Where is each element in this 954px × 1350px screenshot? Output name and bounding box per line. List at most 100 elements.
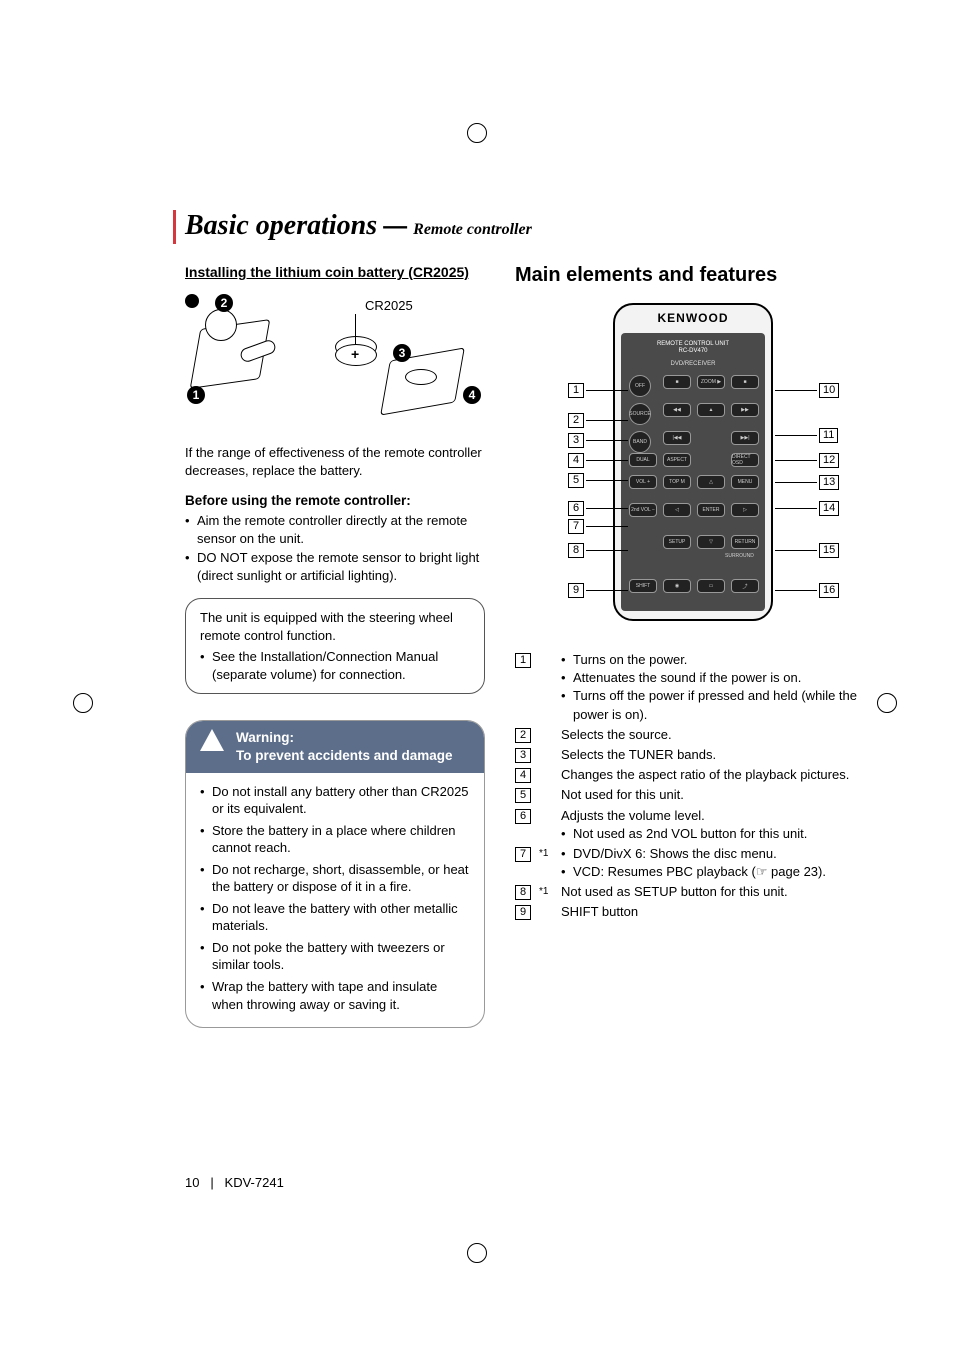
feature-row: 4Changes the aspect ratio of the playbac… [515, 766, 865, 784]
feature-num: 7 [515, 847, 531, 862]
remote-button: SOURCE [629, 403, 651, 425]
callout-left: 6 [568, 501, 628, 516]
feature-sup [539, 768, 553, 784]
feature-row: 2Selects the source. [515, 726, 865, 744]
footer-page: 10 [185, 1175, 199, 1190]
remote-button: MENU [731, 475, 759, 489]
before-heading: Before using the remote controller: [185, 493, 485, 508]
feature-sup: *1 [539, 885, 553, 901]
remote-button: ▶▶| [731, 431, 759, 445]
callout-left: 5 [568, 473, 628, 488]
title-dash: — [383, 213, 407, 241]
remote-button: 2nd VOL − [629, 503, 657, 517]
callout-left: 2 [568, 413, 628, 428]
remote-button: ⤴ [731, 579, 759, 593]
remote-button: ▽ [697, 535, 725, 549]
callout-right: 16 [775, 583, 839, 598]
feature-row: 1 Turns on the power.Attenuates the sound… [515, 651, 865, 724]
feature-body: Selects the TUNER bands. [561, 746, 865, 764]
feature-body: Adjusts the volume level.Not used as 2nd… [561, 807, 865, 843]
callout-left: 8 [568, 543, 628, 558]
steering-box: The unit is equipped with the steering w… [185, 598, 485, 694]
warning-list-item: Do not poke the battery with tweezers or… [200, 939, 470, 974]
diagram-label: CR2025 [365, 298, 413, 313]
battery-diagram: CR2025 + 1 2 3 4 [185, 294, 485, 434]
feature-row: 8*1Not used as SETUP button for this uni… [515, 883, 865, 901]
feature-list: 1 Turns on the power.Attenuates the sound… [515, 651, 865, 922]
feature-body: Not used as SETUP button for this unit. [561, 883, 865, 901]
remote-button: SETUP [663, 535, 691, 549]
remote-button: △ [697, 475, 725, 489]
title-sub: Remote controller [413, 221, 532, 239]
callout-left: 1 [568, 383, 628, 398]
page-title: Basic operations — Remote controller [185, 210, 865, 242]
remote-button: RETURN [731, 535, 759, 549]
range-text: If the range of effectiveness of the rem… [185, 444, 485, 479]
warning-list-item: Store the battery in a place where child… [200, 822, 470, 857]
feature-body: Turns on the power.Attenuates the sound … [561, 651, 865, 724]
warning-list-item: Do not recharge, short, disassemble, or … [200, 861, 470, 896]
remote-button: ▭ [697, 579, 725, 593]
remote-button: ■ [663, 375, 691, 389]
feature-sup [539, 809, 553, 843]
title-accent-bar [173, 210, 176, 244]
remote-button: VOL + [629, 475, 657, 489]
feature-num: 5 [515, 788, 531, 803]
feature-row: 6 Adjusts the volume level.Not used as 2n… [515, 807, 865, 843]
feature-sup [539, 728, 553, 744]
feature-row: 7*1DVD/DivX 6: Shows the disc menu.VCD: … [515, 845, 865, 881]
warning-box: Warning: To prevent accidents and damage… [185, 720, 485, 1028]
remote-button: ASPECT [663, 453, 691, 467]
crop-mark [874, 690, 900, 716]
remote-section-label: DVD/RECEIVER [613, 361, 773, 367]
warning-title-2: To prevent accidents and damage [236, 747, 470, 765]
before-list-item: DO NOT expose the remote sensor to brigh… [185, 549, 485, 584]
remote-button: DUAL [629, 453, 657, 467]
callout-right: 13 [775, 475, 839, 490]
footer-sep: | [210, 1175, 213, 1190]
steering-text: The unit is equipped with the steering w… [200, 610, 453, 643]
remote-button: |◀◀ [663, 431, 691, 445]
before-list: Aim the remote controller directly at th… [185, 512, 485, 584]
remote-button: OFF [629, 375, 651, 397]
right-heading: Main elements and features [515, 264, 865, 287]
remote-button: ◉ [663, 579, 691, 593]
feature-sup [539, 788, 553, 804]
right-column: Main elements and features KENWOOD REMOT… [515, 264, 865, 1028]
remote-button: ZOOM ▶ [697, 375, 725, 389]
remote-button: BAND [629, 431, 651, 453]
remote-button: SHIFT [629, 579, 657, 593]
feature-row: 9SHIFT button [515, 903, 865, 921]
warning-header: Warning: To prevent accidents and damage [186, 721, 484, 772]
warning-list-item: Do not leave the battery with other meta… [200, 900, 470, 935]
steering-bullet: See the Installation/Connection Manual (… [200, 648, 470, 683]
diagram-step-1: 1 [187, 386, 205, 404]
remote-button: DIRECT OSD [731, 453, 759, 467]
feature-num: 6 [515, 809, 531, 824]
warning-list-item: Wrap the battery with tape and insulate … [200, 978, 470, 1013]
callout-right: 15 [775, 543, 839, 558]
diagram-step-3: 3 [393, 344, 411, 362]
remote-button: ■ [731, 375, 759, 389]
before-list-item: Aim the remote controller directly at th… [185, 512, 485, 547]
feature-row: 5 Not used for this unit. [515, 786, 865, 804]
callout-right: 11 [775, 428, 838, 443]
feature-num: 1 [515, 653, 531, 668]
feature-num: 2 [515, 728, 531, 743]
remote-button: ENTER [697, 503, 725, 517]
page-footer: 10 | KDV-7241 [185, 1175, 284, 1190]
callout-left: 4 [568, 453, 628, 468]
crop-mark [464, 1240, 490, 1266]
feature-row: 3 Selects the TUNER bands. [515, 746, 865, 764]
feature-num: 9 [515, 905, 531, 920]
page-content: Basic operations — Remote controller Ins… [185, 210, 865, 1028]
feature-sup: *1 [539, 847, 553, 881]
feature-body: Not used for this unit. [561, 786, 865, 804]
remote-button: ◀◀ [663, 403, 691, 417]
warning-list-item: Do not install any battery other than CR… [200, 783, 470, 818]
diagram-step-2: 2 [215, 294, 233, 312]
remote-button: ▷ [731, 503, 759, 517]
callout-right: 10 [775, 383, 839, 398]
feature-num: 3 [515, 748, 531, 763]
feature-body: Changes the aspect ratio of the playback… [561, 766, 865, 784]
